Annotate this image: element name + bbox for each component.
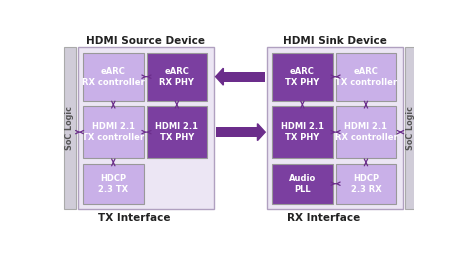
Text: HDCP
2.3 RX: HDCP 2.3 RX (350, 174, 381, 194)
Bar (272, 53, 332, 101)
Bar (78, 47, 213, 209)
Text: HDMI Sink Device: HDMI Sink Device (282, 36, 386, 46)
Bar (83, 106, 143, 158)
Bar (266, 47, 402, 209)
Text: Audio
PLL: Audio PLL (288, 174, 315, 194)
Polygon shape (215, 68, 223, 85)
Text: eARC
RX controller: eARC RX controller (82, 67, 145, 87)
Bar (223, 72, 265, 82)
Text: eARC
TX PHY: eARC TX PHY (285, 67, 319, 87)
Text: eARC
TX controller: eARC TX controller (334, 67, 396, 87)
Text: HDMI 2.1
TX PHY: HDMI 2.1 TX PHY (280, 122, 323, 142)
Bar (146, 106, 207, 158)
Text: HDMI 2.1
TX PHY: HDMI 2.1 TX PHY (155, 122, 198, 142)
Bar (335, 106, 395, 158)
Text: SoC Logic: SoC Logic (65, 106, 74, 150)
Bar (335, 53, 395, 101)
Bar (83, 164, 143, 204)
Bar (146, 53, 207, 101)
Text: TX Interface: TX Interface (98, 213, 170, 223)
Bar (272, 106, 332, 158)
Bar (63, 47, 76, 209)
Bar (272, 164, 332, 204)
Text: SoC Logic: SoC Logic (405, 106, 414, 150)
Text: eARC
RX PHY: eARC RX PHY (159, 67, 194, 87)
Text: HDMI 2.1
TX controller: HDMI 2.1 TX controller (82, 122, 144, 142)
Bar (404, 47, 416, 209)
Text: RX Interface: RX Interface (286, 213, 359, 223)
Polygon shape (257, 124, 265, 141)
Bar (215, 127, 257, 137)
Bar (335, 164, 395, 204)
Text: HDMI 2.1
RX controller: HDMI 2.1 RX controller (334, 122, 397, 142)
Text: HDMI Source Device: HDMI Source Device (86, 36, 205, 46)
Text: HDCP
2.3 TX: HDCP 2.3 TX (98, 174, 128, 194)
Bar (83, 53, 143, 101)
